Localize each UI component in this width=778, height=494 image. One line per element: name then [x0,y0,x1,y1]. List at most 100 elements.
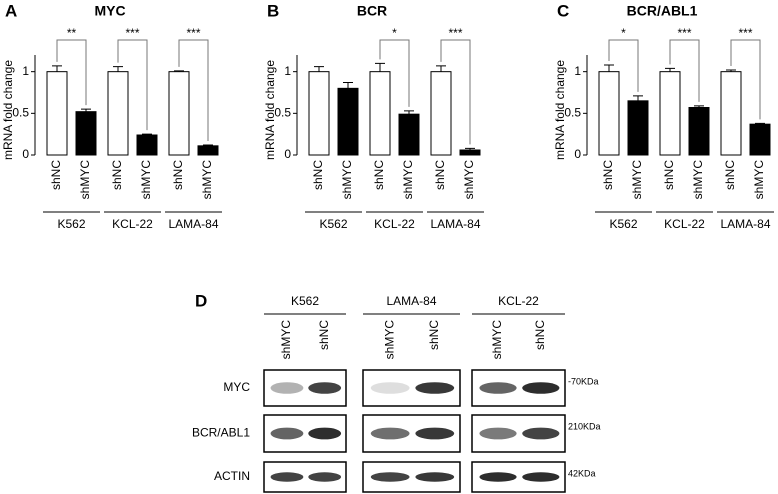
chart-title: BCR [357,3,387,19]
group-label: KCL-22 [374,217,415,231]
significance-bracket [669,39,700,102]
significance-bracket [56,39,87,106]
group-label: LAMA-84 [720,217,770,231]
error-bar [113,66,123,72]
x-tick-label: shNC [433,160,447,190]
significance-bracket [178,39,209,141]
significance-label: * [392,26,397,40]
x-tick-label: shMYC [200,160,214,200]
x-tick-label: shMYC [340,160,354,200]
bar [369,71,391,156]
blot-row-label: ACTIN [214,469,250,483]
x-tick-label: shMYC [139,160,153,200]
bar [197,145,219,156]
blot-band [308,382,342,394]
panel-label: B [267,1,279,20]
error-bar [343,82,353,89]
x-tick-label: shNC [662,160,676,190]
blot-band [522,382,560,394]
group-label: LAMA-84 [168,217,218,231]
blot-band [479,427,517,440]
bar [459,149,481,156]
significance-label: *** [448,26,462,40]
bar [136,134,158,156]
bar [688,107,710,156]
y-tick-label: 1 [574,64,581,78]
group-label: K562 [57,217,85,231]
error-bar [436,65,446,72]
bar [337,87,359,156]
lane-label: shNC [427,320,441,350]
x-tick-label: shMYC [752,160,766,200]
bar [720,71,742,156]
blot-band [308,472,342,482]
blot-band [370,382,410,394]
blot-band [415,472,455,482]
blot-band [270,382,304,394]
x-tick-label: shMYC [462,160,476,200]
y-tick-label: 0.5 [274,106,291,120]
x-tick-label: shNC [49,160,63,190]
blot-box [471,414,566,453]
y-tick-label: 1 [284,64,291,78]
error-bar [81,108,91,112]
x-tick-label: shNC [110,160,124,190]
lane-label: shMYC [279,320,293,360]
y-axis-label: mRNA fold change [1,60,15,160]
bar [46,71,68,156]
blot-band [522,427,560,440]
panel-label: A [5,1,17,20]
group-label: KCL-22 [112,217,153,231]
blot-box [362,461,461,493]
error-bar [375,62,385,72]
bar [627,100,649,156]
blot-band [370,427,410,440]
blot-band [370,472,410,482]
significance-label: *** [677,26,691,40]
x-tick-label: shMYC [630,160,644,200]
blot-band [479,472,517,482]
bar [598,71,620,156]
y-tick-label: 0 [284,147,291,161]
group-label: K562 [609,217,637,231]
significance-label: *** [125,26,139,40]
blot-box [263,369,347,407]
group-label: K562 [319,217,347,231]
y-tick-label: 0.5 [12,106,29,120]
significance-bracket [440,39,471,145]
panel-label: C [557,1,569,20]
error-bar [726,69,736,72]
x-tick-label: shMYC [691,160,705,200]
blot-box [471,461,566,493]
bar [659,71,681,156]
blot-group-label: KCL-22 [498,294,539,308]
blot-size-label: -70KDa [568,376,599,386]
significance-bracket [730,39,761,120]
lane-label: shNC [317,320,331,350]
y-axis-label: mRNA fold change [553,60,567,160]
blot-band [270,472,304,482]
x-tick-label: shNC [171,160,185,190]
bar [430,71,452,156]
significance-label: *** [738,26,752,40]
lane-label: shMYC [382,320,396,360]
bar [75,111,97,156]
y-tick-label: 1 [22,64,29,78]
error-bar [633,95,643,101]
error-bar [465,147,475,150]
bar [308,71,330,156]
blot-box [362,369,461,407]
significance-bracket [608,39,639,92]
bar [168,71,190,156]
panel-label: D [195,291,207,310]
lane-label: shNC [533,320,547,350]
x-tick-label: shMYC [401,160,415,200]
x-tick-label: shNC [311,160,325,190]
blot-group-label: K562 [291,294,319,308]
blot-band [415,382,455,394]
blot-box [362,414,461,453]
x-tick-label: shNC [723,160,737,190]
blot-band [308,427,342,440]
blot-band [479,382,517,394]
bar [398,113,420,156]
